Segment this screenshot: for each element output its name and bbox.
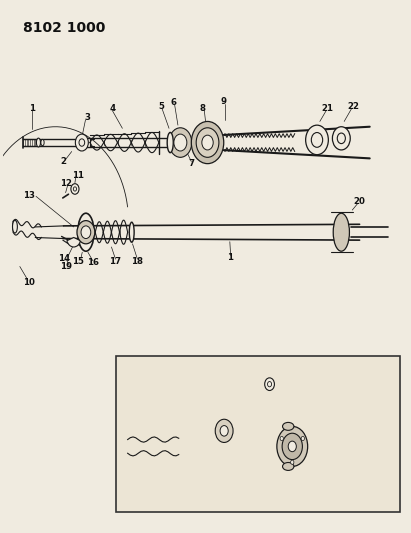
Text: 17: 17 (109, 257, 122, 266)
Text: 12: 12 (60, 179, 72, 188)
Wedge shape (67, 238, 81, 247)
Circle shape (265, 378, 275, 391)
Text: 3: 3 (85, 113, 91, 122)
Text: 2.2 TURBO: 2.2 TURBO (179, 499, 220, 508)
Ellipse shape (41, 140, 44, 146)
Circle shape (71, 184, 79, 194)
Circle shape (202, 135, 213, 150)
Circle shape (169, 128, 192, 157)
Text: 9: 9 (221, 98, 227, 107)
Text: 24: 24 (196, 395, 207, 404)
Circle shape (291, 460, 294, 464)
Circle shape (332, 127, 350, 150)
Text: 6: 6 (170, 99, 176, 108)
Circle shape (73, 187, 76, 191)
Text: 8102 1000: 8102 1000 (23, 21, 106, 35)
Text: 20: 20 (353, 197, 365, 206)
Circle shape (306, 125, 328, 155)
Text: 26: 26 (309, 479, 321, 488)
Text: 8: 8 (200, 104, 206, 113)
Text: 1: 1 (227, 253, 233, 262)
Ellipse shape (282, 463, 294, 471)
Text: 5: 5 (158, 102, 164, 111)
Text: 11: 11 (72, 171, 84, 180)
Circle shape (191, 122, 224, 164)
Circle shape (288, 441, 296, 451)
Text: 15: 15 (72, 257, 84, 266)
Text: 31: 31 (179, 473, 190, 482)
Circle shape (215, 419, 233, 442)
Ellipse shape (282, 423, 294, 430)
Ellipse shape (129, 222, 134, 242)
Circle shape (280, 437, 283, 441)
Text: 25: 25 (284, 473, 295, 482)
Text: 2: 2 (60, 157, 67, 166)
Ellipse shape (12, 220, 17, 233)
Circle shape (311, 133, 323, 147)
Text: 19: 19 (60, 262, 72, 271)
Text: 23: 23 (230, 473, 241, 482)
Text: 30: 30 (258, 367, 270, 376)
Text: 22: 22 (347, 102, 360, 111)
Text: 14: 14 (58, 254, 70, 263)
Circle shape (77, 221, 95, 244)
Text: 13: 13 (23, 191, 35, 200)
Circle shape (81, 226, 91, 239)
Circle shape (220, 425, 228, 436)
Text: 27: 27 (337, 473, 349, 482)
Ellipse shape (37, 138, 41, 147)
Text: 7: 7 (188, 159, 194, 168)
Ellipse shape (167, 132, 173, 152)
Text: 29: 29 (360, 383, 372, 392)
Text: 4: 4 (109, 104, 115, 113)
Ellipse shape (78, 213, 94, 251)
Bar (116, 356, 400, 512)
Circle shape (79, 139, 85, 146)
Circle shape (268, 382, 272, 387)
Text: 21: 21 (321, 104, 333, 113)
Circle shape (277, 426, 308, 466)
Circle shape (174, 134, 187, 151)
Circle shape (75, 134, 88, 151)
Text: 18: 18 (132, 257, 143, 266)
Text: 16: 16 (87, 259, 99, 268)
Text: 10: 10 (23, 278, 35, 287)
Text: 1: 1 (29, 104, 35, 113)
Ellipse shape (333, 213, 349, 251)
Circle shape (282, 433, 302, 459)
Text: 28: 28 (360, 401, 372, 410)
Circle shape (301, 437, 305, 441)
Circle shape (196, 128, 219, 157)
Circle shape (337, 133, 345, 143)
